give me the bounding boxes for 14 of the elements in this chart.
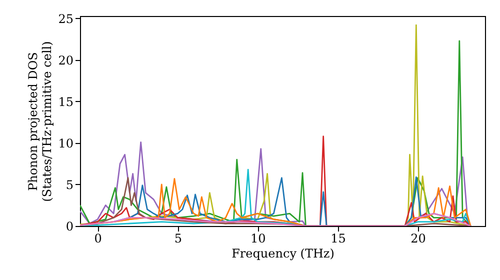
y-tick-label: 20 (58, 53, 74, 68)
x-tick-label: 10 (250, 232, 266, 246)
y-tick-label: 5 (66, 178, 74, 192)
y-tick-label: 0 (66, 220, 74, 234)
x-tick-label: 15 (330, 232, 346, 246)
y-tick-label: 10 (58, 136, 74, 150)
x-tick-label: 0 (94, 232, 102, 246)
y-axis-title: Phonon projected DOS (States/THz·primitive cell) (26, 41, 54, 202)
x-tick-label: 5 (174, 232, 182, 246)
x-axis-title: Frequency (THz) (232, 246, 334, 260)
y-tick-label: 25 (58, 12, 74, 26)
y-tick-label: 15 (58, 94, 74, 109)
line-series (80, 212, 472, 226)
x-tick-label: 20 (410, 232, 426, 246)
